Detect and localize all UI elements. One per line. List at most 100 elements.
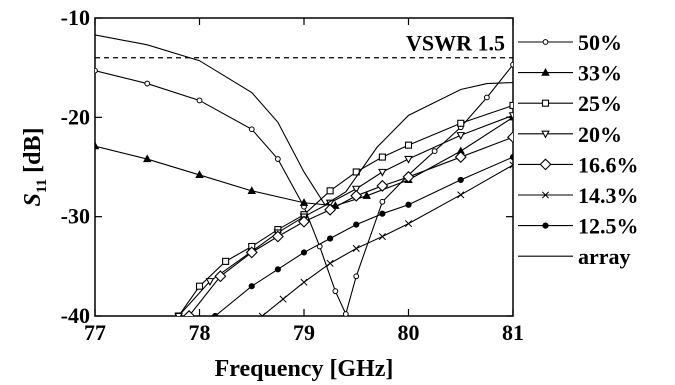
legend-marker <box>539 158 552 171</box>
series-array <box>95 34 513 206</box>
data-point-33 <box>362 191 371 199</box>
data-point-50 <box>342 311 349 316</box>
data-point-50 <box>431 148 438 155</box>
legend-item-16-6: 16.6% <box>518 152 639 177</box>
series-group <box>95 34 513 316</box>
legend-label: 33% <box>578 61 622 86</box>
data-point-12-5 <box>274 266 281 273</box>
data-point-33 <box>195 170 204 179</box>
data-point-20 <box>325 199 335 208</box>
data-point-12-5 <box>509 153 513 161</box>
legend-marker <box>542 222 549 229</box>
data-point-12-5 <box>405 201 412 208</box>
data-point-14-3 <box>404 220 413 228</box>
data-point-50 <box>379 198 386 205</box>
data-point-33 <box>143 154 152 163</box>
data-point-16-6 <box>454 151 467 164</box>
axis-ticks: 77 78 79 80 81 -10 -20 -30 -40 <box>61 5 524 345</box>
data-point-12-5 <box>379 210 386 217</box>
data-point-16-6 <box>402 170 415 183</box>
data-point-33 <box>299 198 309 206</box>
data-point-20 <box>404 155 413 164</box>
data-point-50 <box>144 80 151 87</box>
series-12-5 <box>212 153 513 316</box>
data-point-25 <box>509 101 513 109</box>
y-axis-label-unit: [dB] <box>20 128 46 179</box>
legend-item-array: array <box>518 244 631 269</box>
data-point-12-5 <box>353 221 360 228</box>
legend-marker <box>541 99 550 107</box>
data-point-16-6 <box>183 310 196 316</box>
data-point-14-3 <box>378 232 386 241</box>
legend-marker <box>541 130 550 139</box>
y-tick-label: -20 <box>61 104 90 129</box>
data-point-16-6 <box>214 270 227 283</box>
data-point-14-3 <box>300 278 308 286</box>
x-axis-label: Frequency [GHz] <box>215 356 394 382</box>
x-tick-label: 79 <box>293 320 315 345</box>
data-point-50 <box>332 288 339 295</box>
data-point-16-6 <box>507 131 513 144</box>
data-point-25 <box>404 141 413 149</box>
data-point-16-6 <box>298 215 310 228</box>
legend-item-12-5: 12.5% <box>518 214 639 239</box>
data-point-25 <box>326 187 334 195</box>
data-point-25 <box>195 282 204 290</box>
data-point-50 <box>95 67 98 74</box>
legend-label: 20% <box>578 122 622 147</box>
series-line-array <box>95 34 513 206</box>
legend-label: 50% <box>578 30 622 55</box>
legend-item-25: 25% <box>518 91 622 116</box>
x-tick-label: 78 <box>189 320 211 345</box>
data-point-14-3 <box>258 312 266 316</box>
data-point-12-5 <box>457 176 464 184</box>
y-tick-label: -30 <box>61 204 90 229</box>
data-point-12-5 <box>300 249 308 256</box>
x-tick-label: 81 <box>502 320 524 345</box>
y-axis-label: S11 [dB] <box>20 128 50 207</box>
series-14-3 <box>258 161 513 316</box>
legend-marker <box>541 191 550 199</box>
series-line-25 <box>178 104 513 316</box>
series-line-50 <box>95 64 513 316</box>
y-axis-label-sub: 11 <box>34 179 50 193</box>
series-line-12-5 <box>214 156 513 316</box>
data-point-25 <box>457 119 465 127</box>
y-tick-label: -10 <box>61 5 90 30</box>
data-point-14-3 <box>352 244 360 253</box>
legend-item-20: 20% <box>518 122 622 147</box>
y-axis-label-main: S <box>20 193 46 206</box>
data-point-12-5 <box>327 235 334 242</box>
y-tick-label: -40 <box>61 303 90 328</box>
data-point-16-6 <box>245 246 258 259</box>
data-point-33 <box>331 201 340 209</box>
legend-marker <box>541 67 550 76</box>
data-point-14-3 <box>457 191 465 199</box>
legend-label: 16.6% <box>578 152 639 177</box>
data-point-25 <box>222 257 230 265</box>
data-point-16-6 <box>324 203 337 216</box>
data-point-20 <box>205 278 215 286</box>
x-tick-label: 80 <box>398 320 420 345</box>
legend-marker <box>542 39 549 45</box>
data-point-20 <box>378 168 387 177</box>
legend-label: 25% <box>578 91 622 116</box>
series-16-6 <box>183 131 513 316</box>
data-point-33 <box>247 186 256 194</box>
data-point-20 <box>508 112 513 121</box>
data-point-50 <box>196 97 203 104</box>
data-point-14-3 <box>509 161 513 169</box>
series-line-33 <box>95 116 513 207</box>
data-point-20 <box>351 185 361 194</box>
data-point-16-6 <box>271 230 284 243</box>
data-point-50 <box>274 156 281 162</box>
data-point-14-3 <box>326 259 334 267</box>
data-point-50 <box>353 273 360 280</box>
data-point-50 <box>510 61 513 68</box>
data-point-20 <box>456 132 466 140</box>
data-point-16-6 <box>350 189 363 202</box>
data-point-14-3 <box>279 295 287 303</box>
vswr-label: VSWR 1.5 <box>406 31 505 56</box>
legend-label: 14.3% <box>578 183 639 208</box>
legend-item-14-3: 14.3% <box>518 183 639 208</box>
